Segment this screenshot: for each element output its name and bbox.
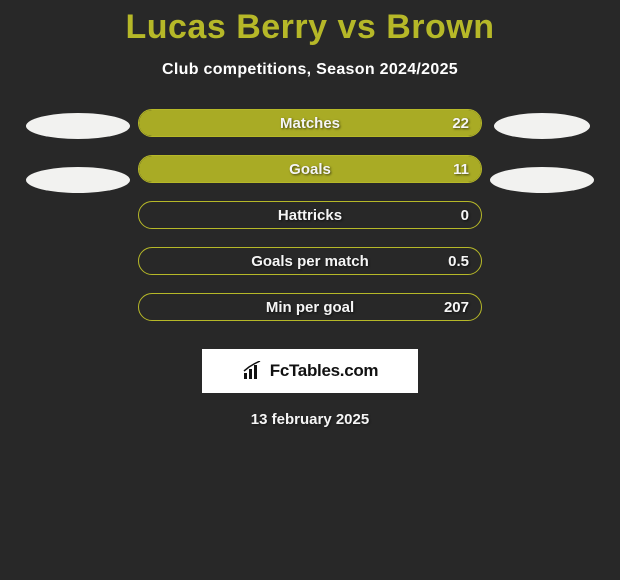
stat-bar-fill: [139, 110, 481, 136]
stat-bar: Hattricks 0: [138, 201, 482, 229]
stat-bar-value: 207: [444, 299, 469, 316]
date-text: 13 february 2025: [0, 411, 620, 428]
left-player-col: [18, 109, 138, 221]
stats-bars: Matches 22 Goals 11 Hattricks 0 Goals pe…: [138, 109, 482, 321]
stat-bar: Min per goal 207: [138, 293, 482, 321]
page-subtitle: Club competitions, Season 2024/2025: [0, 61, 620, 79]
player-ellipse: [494, 113, 590, 139]
stat-bar: Matches 22: [138, 109, 482, 137]
player-ellipse: [26, 113, 130, 139]
stat-bar-label: Hattricks: [139, 207, 481, 224]
stat-bar-value: 0: [461, 207, 469, 224]
player-ellipse: [26, 167, 130, 193]
stat-bar-label: Min per goal: [139, 299, 481, 316]
stat-bar-label: Goals per match: [139, 253, 481, 270]
right-player-col: [482, 109, 602, 221]
brand-logo: FcTables.com: [202, 349, 418, 393]
chart-icon: [242, 361, 266, 381]
stats-row: Matches 22 Goals 11 Hattricks 0 Goals pe…: [0, 109, 620, 321]
page-title: Lucas Berry vs Brown: [0, 0, 620, 47]
brand-text: FcTables.com: [270, 361, 379, 381]
stat-bar-value: 0.5: [448, 253, 469, 270]
player-ellipse: [490, 167, 594, 193]
stat-bar: Goals per match 0.5: [138, 247, 482, 275]
stat-bar-fill: [139, 156, 481, 182]
stat-bar: Goals 11: [138, 155, 482, 183]
